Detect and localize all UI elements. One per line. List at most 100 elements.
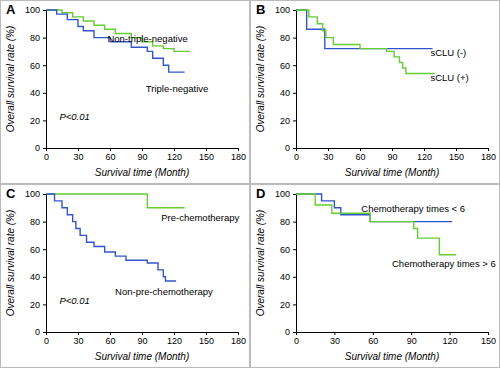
survival-curve [46,194,176,281]
x-tick: 150 [199,332,214,346]
y-tick: 80 [30,217,46,227]
x-tick-mark [110,148,111,151]
y-axis-line [43,195,47,333]
y-tick-mark [293,148,296,149]
x-tick-mark [334,332,335,335]
x-tick: 30 [330,332,340,346]
x-tick: 60 [105,332,115,346]
y-tick: 80 [280,217,296,227]
y-tick: 40 [280,272,296,282]
x-tick: 120 [417,148,432,162]
x-tick: 120 [167,148,182,162]
series-label: sCLU (-) [430,47,466,58]
y-tick-label: 40 [30,272,40,282]
y-axis-title: Overall survival rate (%) [5,26,16,133]
panel-border [1,1,250,184]
x-tick-mark [142,332,143,335]
series-label: Triple-negative [146,83,208,94]
plot-area: 0306090120150180020406080100Pre-chemothe… [25,189,246,346]
y-axis-title: Overall survival rate (%) [255,210,266,317]
y-tick-label: 20 [280,116,290,126]
y-axis: 0 20 40 60 80 100 [275,189,297,337]
x-tick-label: 180 [481,152,496,162]
y-tick-label: 80 [30,33,40,43]
y-axis-line [293,11,297,149]
y-tick-label: 0 [285,327,290,337]
panel-label: C [6,186,16,201]
y-tick-mark [293,304,296,305]
x-tick-label: 0 [44,152,49,162]
y-tick-label: 0 [35,143,40,153]
x-tick: 60 [105,148,115,162]
y-tick-mark [293,65,296,66]
x-tick: 90 [137,148,147,162]
y-tick-label: 60 [280,245,290,255]
x-tick-mark [78,148,79,151]
y-tick-mark [293,120,296,121]
annotation: P<0.01 [59,111,89,122]
panel: 0306090120150180020406080100sCLU (-)sCLU… [251,1,500,184]
y-tick-label: 60 [30,245,40,255]
series-label: Non-pre-chemotherapy [115,286,213,297]
x-tick: 0 [294,332,299,346]
x-tick-mark [360,148,361,151]
y-axis: 020406080100 [25,5,47,153]
x-tick-mark [174,332,175,335]
y-tick-mark [293,249,296,250]
x-tick-mark [411,332,412,335]
y-axis: 020406080100 [25,189,47,337]
y-tick: 40 [30,272,46,282]
y-tick-mark [43,277,46,278]
x-tick-mark [488,332,489,335]
x-tick-label: 150 [481,336,496,346]
x-tick-label: 60 [105,336,115,346]
panel-border [251,1,500,184]
y-tick-label: 40 [280,88,290,98]
y-tick: 100 [275,5,296,15]
x-tick-label: 0 [294,336,299,346]
x-tick-mark [78,332,79,335]
y-tick-mark [43,93,46,94]
y-tick-label: 40 [30,88,40,98]
x-axis-title: Survival time (Month) [95,167,189,178]
y-tick-mark [293,38,296,39]
y-tick-label: 0 [285,143,290,153]
x-tick-label: 60 [105,152,115,162]
y-axis-title: Overall survival rate (%) [255,26,266,133]
x-tick: 30 [73,148,83,162]
x-axis-line [297,149,489,152]
x-tick: 90 [137,332,147,346]
x-tick-mark [174,148,175,151]
x-tick-mark [488,148,489,151]
x-tick-mark [456,148,457,151]
y-tick: 20 [280,300,296,310]
y-tick: 100 [275,189,296,199]
y-tick-label: 100 [25,5,40,15]
series-group [46,10,190,72]
y-tick-label: 100 [275,189,290,199]
x-axis: 0306090120150180 [44,148,246,162]
y-tick: 100 [25,189,46,199]
y-tick-mark [293,222,296,223]
x-tick-label: 90 [407,336,417,346]
x-tick-mark [110,332,111,335]
x-tick-label: 150 [449,152,464,162]
y-tick-label: 40 [280,272,290,282]
x-tick: 90 [387,148,397,162]
x-tick-mark [142,148,143,151]
figure: 0306090120150180020406080100Non-triple-n… [0,0,500,368]
y-tick-mark [293,93,296,94]
x-tick: 0 [294,148,299,162]
y-tick-label: 20 [30,116,40,126]
x-tick-label: 60 [355,152,365,162]
x-tick-label: 180 [231,152,246,162]
y-axis: 020406080100 [275,5,297,153]
y-axis-title: Overall survival rate (%) [5,210,16,317]
y-tick: 60 [30,245,46,255]
x-tick-label: 90 [137,336,147,346]
series-label: Chemotherapy times > 6 [392,258,496,269]
x-tick: 180 [481,148,496,162]
x-tick: 120 [167,332,182,346]
x-tick-mark [424,148,425,151]
x-tick: 60 [355,148,365,162]
